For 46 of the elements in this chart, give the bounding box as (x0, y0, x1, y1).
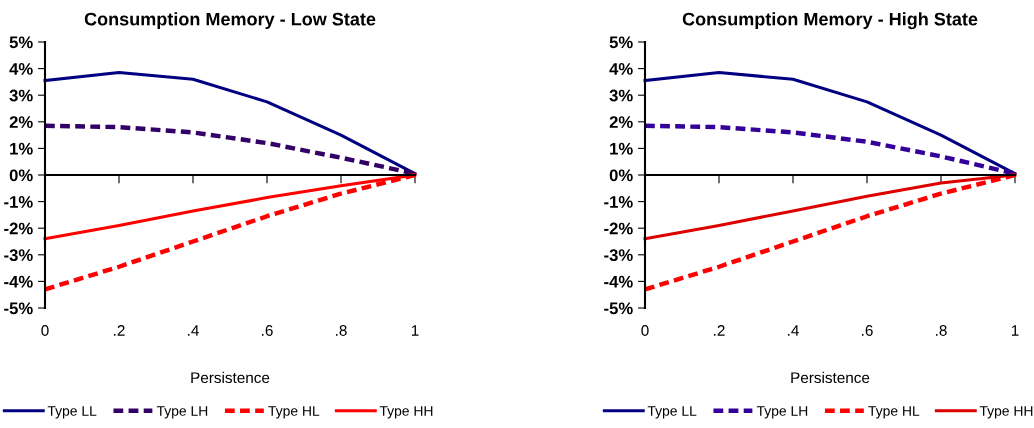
y-tick-label: -2% (604, 222, 633, 235)
y-tick-label: 3% (609, 89, 633, 102)
y-tick-label: 5% (609, 36, 633, 49)
y-tick-label: -4% (4, 275, 33, 288)
chart-title: Consumption Memory - High State (682, 12, 978, 30)
y-tick-label: 2% (609, 116, 633, 128)
y-tick-label: -4% (604, 275, 633, 288)
legend-label: Type HL (268, 406, 320, 419)
legend-label: Type HH (379, 406, 433, 419)
x-axis-title: Persistence (191, 371, 270, 384)
y-tick-label: 4% (609, 63, 633, 75)
legend-label: Type LL (647, 406, 697, 419)
legend-label: Type HL (868, 406, 920, 419)
chart-title: Consumption Memory - Low State (84, 12, 376, 30)
y-tick-label: -3% (604, 249, 633, 262)
y-tick-label: 2% (9, 116, 33, 128)
y-tick-label: -2% (4, 222, 33, 235)
y-tick-label: 1% (10, 142, 33, 155)
y-tick-label: -5% (604, 302, 633, 315)
y-tick-label: 0% (9, 169, 33, 182)
x-tick-label: 1 (1011, 325, 1019, 336)
y-tick-label: 5% (9, 36, 33, 49)
y-tick-label: 1% (610, 142, 633, 155)
legend-label: Type LH (156, 406, 208, 419)
x-tick-label: .6 (862, 325, 873, 336)
y-tick-label: 4% (9, 63, 33, 75)
legend-label: Type LL (47, 406, 97, 419)
y-tick-label: 3% (9, 89, 33, 102)
x-tick-label: 0 (41, 325, 49, 336)
y-tick-label: -1% (604, 196, 633, 208)
x-tick-label: .2 (714, 325, 725, 336)
x-tick-label: 1 (411, 325, 419, 336)
legend-label: Type HH (979, 406, 1033, 419)
y-tick-label: -3% (4, 249, 33, 262)
y-tick-label: -1% (4, 196, 33, 208)
y-tick-label: -5% (4, 302, 33, 315)
legend-label: Type LH (756, 406, 808, 419)
x-tick-label: .2 (114, 325, 125, 336)
x-tick-label: .8 (936, 325, 947, 336)
y-tick-label: 0% (609, 169, 633, 182)
x-tick-label: .8 (336, 325, 347, 336)
x-tick-label: .6 (262, 325, 273, 336)
x-tick-label: .4 (788, 325, 799, 336)
x-tick-label: .4 (188, 325, 199, 336)
x-axis-title: Persistence (791, 371, 870, 384)
x-tick-label: 0 (641, 325, 649, 336)
